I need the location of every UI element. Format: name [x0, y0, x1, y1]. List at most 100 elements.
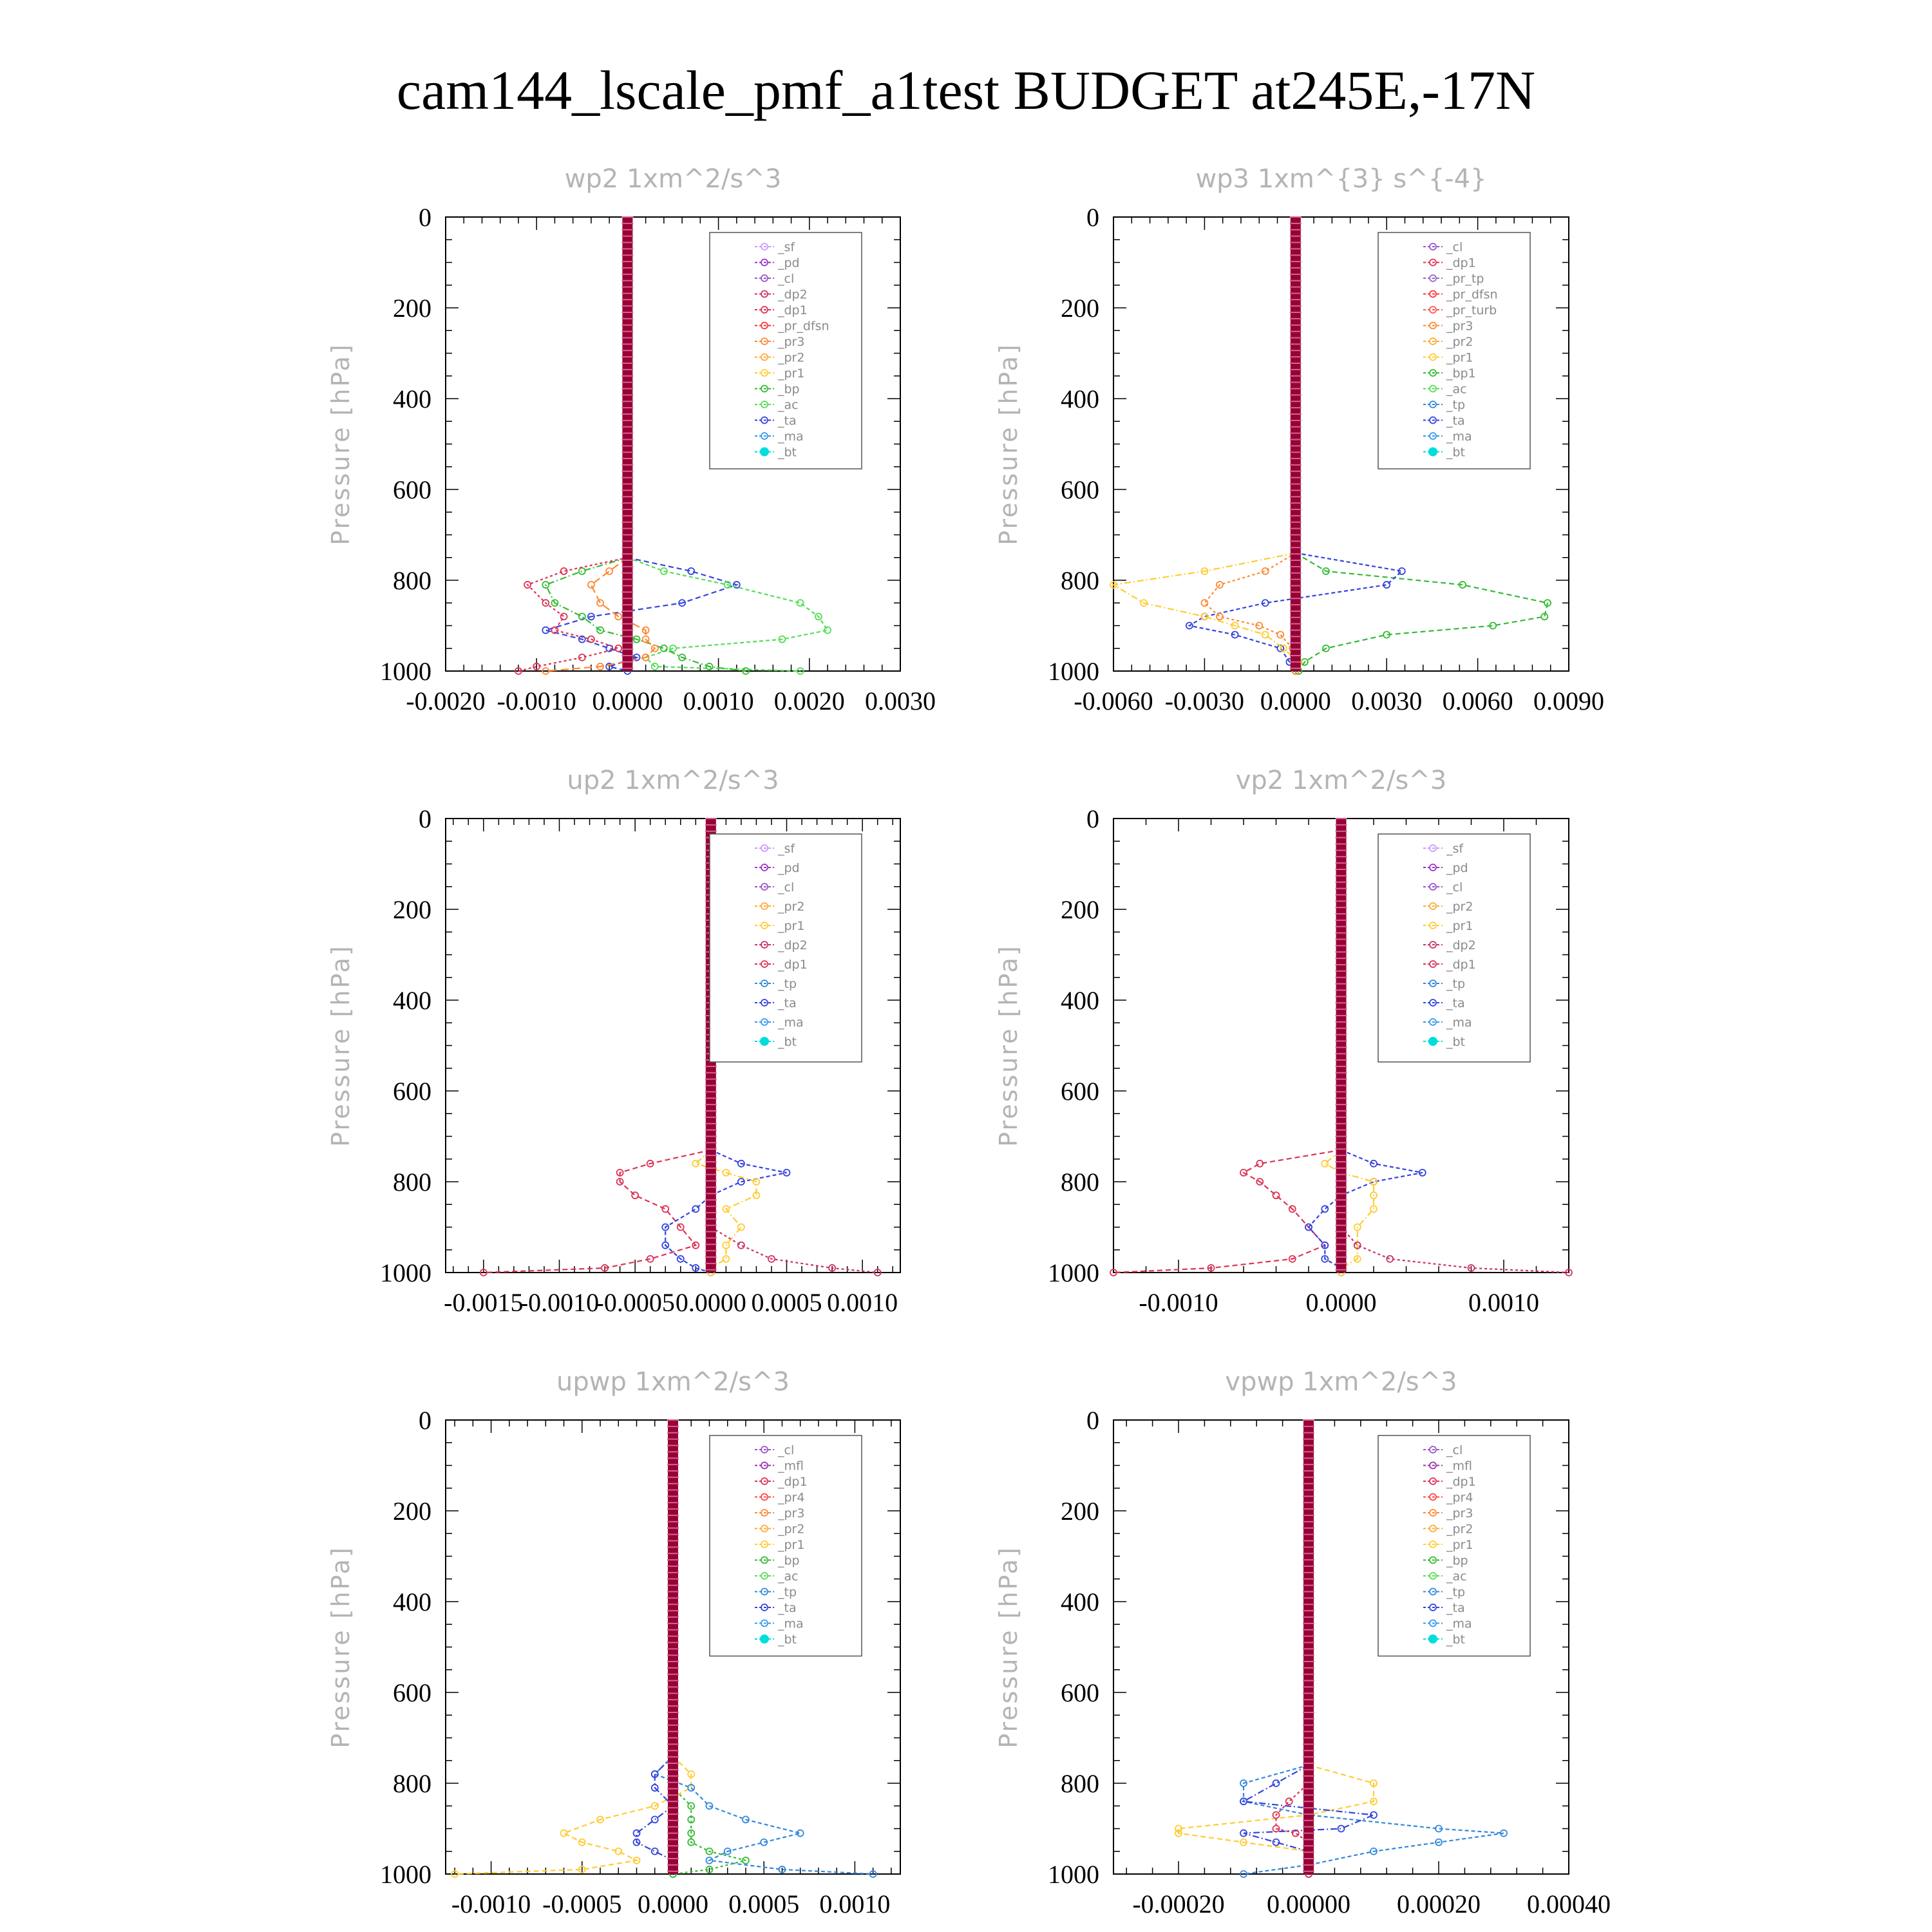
data-point — [1240, 1169, 1247, 1177]
legend-swatch-marker — [1429, 384, 1437, 393]
legend-swatch-marker — [1429, 883, 1437, 891]
legend-label: _ac — [777, 398, 799, 412]
data-point — [542, 626, 550, 634]
legend-swatch-marker — [761, 258, 768, 267]
data-point — [578, 1866, 586, 1873]
legend-swatch-marker — [761, 883, 768, 891]
legend-label: _pr_tp — [1446, 272, 1484, 286]
chart-panel: wp3 1xm^{3} s^{-4} Pressure [hPa] 0 200 400 6… — [994, 164, 1604, 715]
y-tick-label: 600 — [1061, 1077, 1099, 1106]
data-point — [515, 667, 522, 675]
legend-swatch-marker — [761, 243, 768, 251]
legend-label: _dp1 — [1446, 256, 1476, 270]
panel-title: wp2 1xm^2/s^3 — [565, 164, 782, 194]
legend-label: _tp — [1446, 398, 1465, 412]
data-point — [687, 1815, 696, 1824]
series-line — [483, 1149, 712, 1274]
legend-label: _pr_dfsn — [777, 319, 829, 334]
data-point — [1272, 1838, 1280, 1846]
data-point — [641, 635, 650, 643]
legend-swatch-marker — [761, 1524, 768, 1533]
x-tick-label: 0.0030 — [865, 687, 936, 715]
legend-swatch-marker — [1429, 1018, 1437, 1026]
legend-swatch-marker — [1429, 432, 1437, 440]
y-tick-label: 600 — [393, 1077, 431, 1106]
legend-label: _pr4 — [777, 1491, 804, 1505]
series-line — [627, 556, 829, 672]
series-line — [1111, 552, 1300, 672]
legend-label: _ta — [1446, 414, 1465, 428]
data-point — [1272, 1779, 1280, 1787]
data-point — [551, 626, 559, 634]
data-point — [614, 1847, 623, 1855]
data-point — [632, 635, 641, 643]
legend-label: _pr1 — [1446, 919, 1473, 933]
data-point — [631, 1191, 639, 1200]
y-tick-label: 800 — [1061, 1769, 1099, 1798]
data-point — [596, 599, 604, 607]
legend-swatch-marker — [1429, 1524, 1437, 1533]
data-point — [605, 567, 614, 575]
data-point — [1288, 1255, 1296, 1263]
data-point — [542, 581, 550, 589]
y-tick-label: 1000 — [1048, 1258, 1099, 1287]
legend-box — [1378, 1435, 1531, 1657]
legend-swatch-marker — [761, 274, 768, 282]
y-tick-label: 200 — [1061, 895, 1099, 924]
legend-label: _pr3 — [777, 1506, 804, 1520]
x-tick-label: -0.0005 — [542, 1889, 621, 1918]
data-point — [596, 626, 604, 634]
data-point — [1370, 1178, 1378, 1186]
data-point — [676, 1255, 685, 1263]
y-tick-label: 800 — [393, 1168, 431, 1197]
legend-swatch-marker — [761, 1540, 768, 1548]
data-point — [705, 1856, 714, 1864]
data-point — [1383, 581, 1391, 589]
x-tick-label: 0.0010 — [683, 687, 754, 715]
series-line — [710, 1150, 878, 1274]
data-point — [1435, 1838, 1443, 1846]
data-point — [1353, 1223, 1361, 1231]
legend-label: _ma — [777, 1617, 804, 1631]
y-tick-label: 400 — [393, 986, 431, 1015]
x-tick-label: 0.0000 — [1306, 1288, 1377, 1317]
legend-swatch-marker — [1429, 321, 1437, 330]
data-point — [687, 1770, 696, 1778]
data-point — [1200, 612, 1209, 621]
x-tick-label: 0.0000 — [638, 1889, 708, 1918]
legend-swatch-marker — [1429, 1446, 1437, 1454]
data-point — [650, 1770, 659, 1778]
data-point — [1240, 1870, 1247, 1878]
series-line — [1295, 552, 1549, 672]
data-point — [1231, 621, 1239, 630]
y-tick-label: 400 — [1061, 384, 1099, 413]
legend-swatch-marker — [1429, 1477, 1437, 1485]
legend-label: _tp — [777, 977, 797, 991]
legend-label: _bt — [1446, 1633, 1465, 1647]
legend-label: _pr3 — [1446, 1506, 1473, 1520]
data-point — [1276, 630, 1285, 639]
series-line — [665, 1149, 787, 1274]
legend-label: _bp — [777, 1554, 800, 1568]
legend-label: _pd — [777, 861, 800, 875]
y-tick-label: 800 — [393, 566, 431, 595]
x-tick-label: -0.0060 — [1074, 687, 1153, 715]
x-tick-label: 0.0005 — [728, 1889, 799, 1918]
data-point — [1216, 612, 1224, 621]
data-point — [601, 1264, 609, 1272]
legend-label: _dp1 — [777, 303, 808, 317]
legend-swatch-marker — [1429, 1587, 1437, 1596]
legend-label: _dp1 — [777, 1475, 808, 1489]
data-point — [1140, 599, 1148, 607]
y-tick-label: 600 — [393, 475, 431, 504]
y-tick-label: 600 — [393, 1678, 431, 1707]
legend-swatch-marker — [1429, 258, 1437, 267]
data-point — [451, 1870, 459, 1878]
legend-label: _cl — [1446, 1443, 1463, 1457]
data-point — [678, 599, 687, 607]
x-tick-label: 0.0060 — [1443, 687, 1513, 715]
y-tick-label: 1000 — [1048, 657, 1099, 686]
legend-swatch-marker — [1429, 1540, 1437, 1548]
series-line — [1203, 552, 1296, 671]
data-point — [705, 663, 714, 670]
